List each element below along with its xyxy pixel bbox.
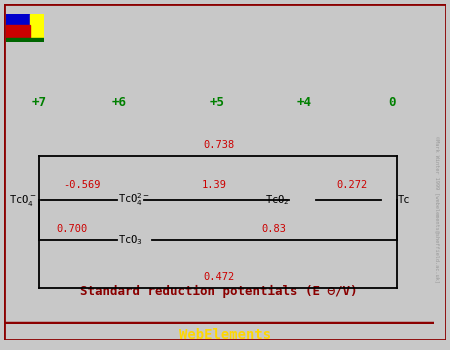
- Text: ©Mark Winter 1999 [webelements@sheffield.ac.uk]: ©Mark Winter 1999 [webelements@sheffield…: [435, 135, 440, 282]
- Text: 0.272: 0.272: [336, 180, 368, 190]
- Bar: [6, 25, 30, 38]
- Text: -0.569: -0.569: [63, 180, 101, 190]
- Text: TcO$_4^-$: TcO$_4^-$: [9, 193, 37, 208]
- Text: TcO$_2$: TcO$_2$: [266, 193, 290, 207]
- Text: +4: +4: [297, 97, 311, 110]
- Text: +7: +7: [32, 97, 46, 110]
- Text: 1.39: 1.39: [202, 180, 226, 190]
- Bar: [6, 14, 44, 38]
- Bar: [30, 14, 44, 38]
- Text: 0.83: 0.83: [261, 224, 287, 234]
- Text: Tc: Tc: [398, 195, 410, 205]
- Text: WebElements: WebElements: [179, 328, 271, 342]
- Text: TcO$_4^{2-}$: TcO$_4^{2-}$: [118, 191, 150, 208]
- Text: +5: +5: [210, 97, 225, 110]
- Text: 0.700: 0.700: [56, 224, 88, 234]
- Text: 0.738: 0.738: [203, 140, 234, 150]
- Text: +6: +6: [112, 97, 126, 110]
- Text: 0: 0: [388, 97, 396, 110]
- Text: Standard reduction potentials (E ⊖/V): Standard reduction potentials (E ⊖/V): [80, 285, 358, 298]
- Bar: [6, 38, 44, 42]
- Text: TcO$_3$: TcO$_3$: [118, 233, 143, 247]
- Text: 0.472: 0.472: [203, 272, 234, 282]
